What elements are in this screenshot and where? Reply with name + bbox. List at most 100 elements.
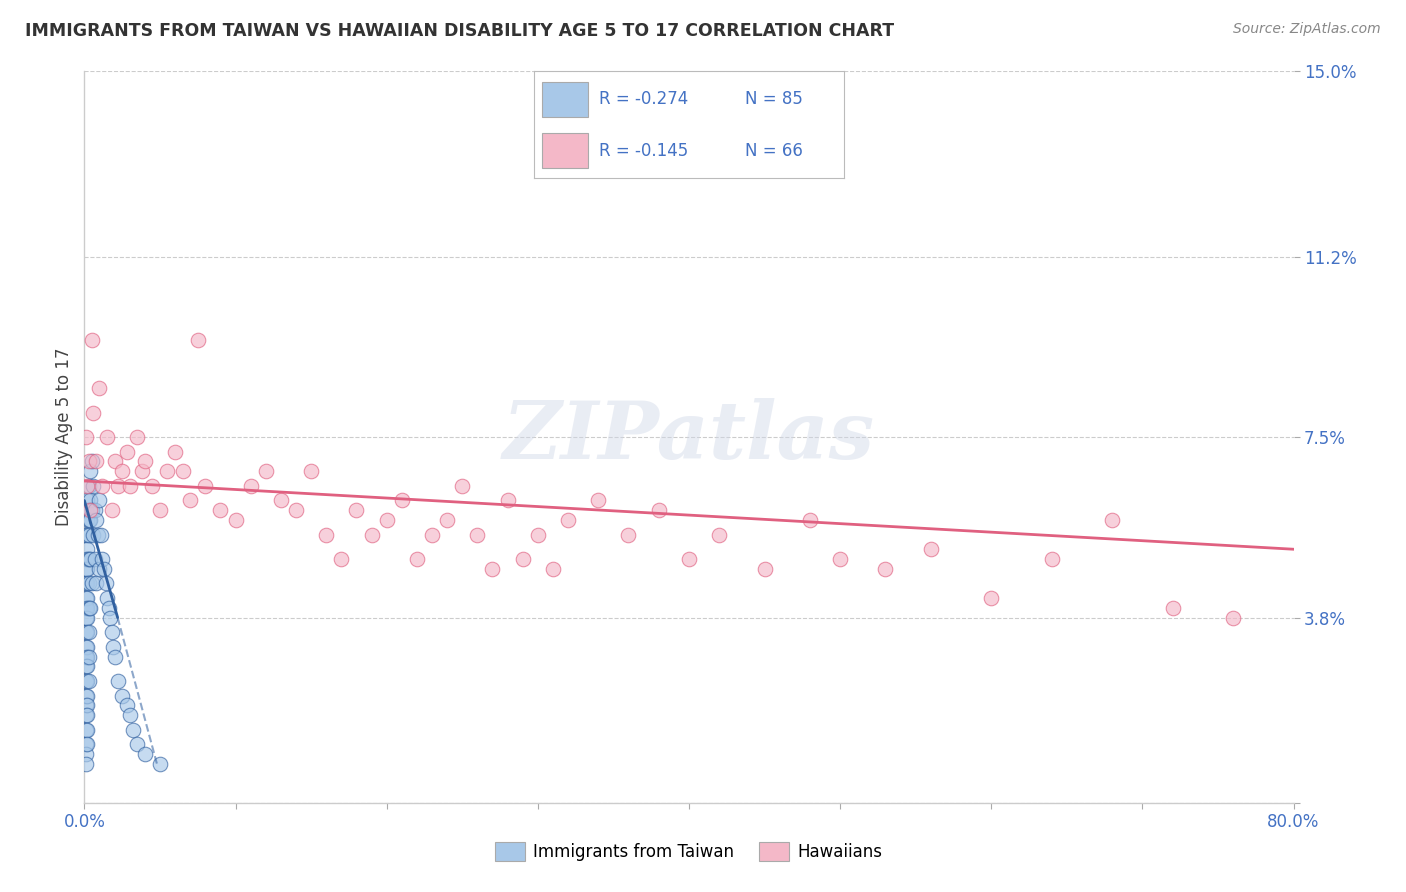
Point: [86, 513, 108, 527]
Point: [75, 659, 97, 673]
Point: [115, 698, 138, 713]
Point: [75, 552, 97, 566]
Point: [76, 552, 98, 566]
Point: [77, 673, 100, 688]
Point: [406, 552, 429, 566]
Text: R = -0.274: R = -0.274: [599, 90, 689, 108]
Point: [1040, 552, 1063, 566]
Point: [141, 479, 163, 493]
Point: [799, 513, 821, 527]
Point: [79, 552, 101, 566]
Point: [165, 444, 187, 458]
Point: [588, 493, 610, 508]
Point: [76, 479, 98, 493]
Point: [76, 708, 98, 723]
Point: [557, 513, 579, 527]
Point: [436, 513, 458, 527]
Point: [100, 625, 122, 640]
Text: R = -0.145: R = -0.145: [599, 142, 689, 160]
Point: [89, 562, 111, 576]
Point: [76, 625, 98, 640]
Point: [75, 591, 97, 605]
Point: [76, 610, 98, 624]
Point: [104, 454, 127, 468]
Point: [107, 479, 129, 493]
Point: [270, 493, 292, 508]
Point: [96, 430, 118, 444]
Point: [100, 503, 122, 517]
Point: [118, 479, 141, 493]
Point: [1161, 600, 1184, 615]
Text: Source: ZipAtlas.com: Source: ZipAtlas.com: [1233, 22, 1381, 37]
Point: [76, 737, 98, 751]
Point: [980, 591, 1002, 605]
Point: [920, 542, 942, 557]
Point: [512, 552, 534, 566]
Point: [127, 737, 149, 751]
Point: [86, 576, 108, 591]
Point: [77, 552, 100, 566]
FancyBboxPatch shape: [541, 81, 588, 117]
Point: [77, 527, 100, 541]
Point: [75, 673, 97, 688]
Point: [82, 527, 104, 541]
Point: [79, 513, 101, 527]
Point: [79, 503, 101, 517]
Point: [82, 406, 104, 420]
Point: [496, 493, 519, 508]
Point: [84, 503, 107, 517]
Legend: Immigrants from Taiwan, Hawaiians: Immigrants from Taiwan, Hawaiians: [488, 835, 890, 868]
Point: [75, 503, 97, 517]
Point: [104, 649, 127, 664]
Point: [134, 454, 156, 468]
Point: [80, 576, 103, 591]
Point: [79, 493, 101, 508]
Point: [75, 600, 97, 615]
Point: [111, 464, 134, 478]
Point: [451, 479, 474, 493]
Text: IMMIGRANTS FROM TAIWAN VS HAWAIIAN DISABILITY AGE 5 TO 17 CORRELATION CHART: IMMIGRANTS FROM TAIWAN VS HAWAIIAN DISAB…: [25, 22, 894, 40]
Point: [77, 600, 100, 615]
Point: [79, 600, 101, 615]
Point: [76, 493, 98, 508]
Point: [111, 689, 134, 703]
Point: [121, 723, 143, 737]
Y-axis label: Disability Age 5 to 17: Disability Age 5 to 17: [55, 348, 73, 526]
Point: [209, 503, 232, 517]
Point: [481, 562, 503, 576]
Point: [75, 625, 97, 640]
Point: [93, 562, 115, 576]
Point: [77, 576, 100, 591]
Point: [75, 689, 97, 703]
Point: [98, 610, 121, 624]
Point: [127, 430, 149, 444]
Text: ZIPatlas: ZIPatlas: [503, 399, 875, 475]
Point: [84, 552, 107, 566]
Point: [75, 756, 97, 771]
Point: [391, 493, 413, 508]
Point: [76, 513, 98, 527]
Point: [115, 444, 138, 458]
Point: [75, 576, 97, 591]
Point: [96, 591, 118, 605]
Point: [75, 723, 97, 737]
Point: [80, 333, 103, 347]
Point: [101, 640, 124, 654]
Point: [131, 464, 153, 478]
Text: N = 85: N = 85: [745, 90, 803, 108]
FancyBboxPatch shape: [541, 133, 588, 169]
Point: [1222, 610, 1244, 624]
Point: [80, 454, 103, 468]
Point: [94, 576, 117, 591]
Point: [77, 513, 100, 527]
Point: [299, 464, 322, 478]
Point: [617, 527, 640, 541]
Point: [194, 479, 217, 493]
Point: [75, 610, 97, 624]
Point: [76, 723, 98, 737]
Point: [225, 513, 247, 527]
Point: [76, 689, 98, 703]
Point: [330, 552, 353, 566]
Point: [360, 527, 382, 541]
Point: [76, 562, 98, 576]
